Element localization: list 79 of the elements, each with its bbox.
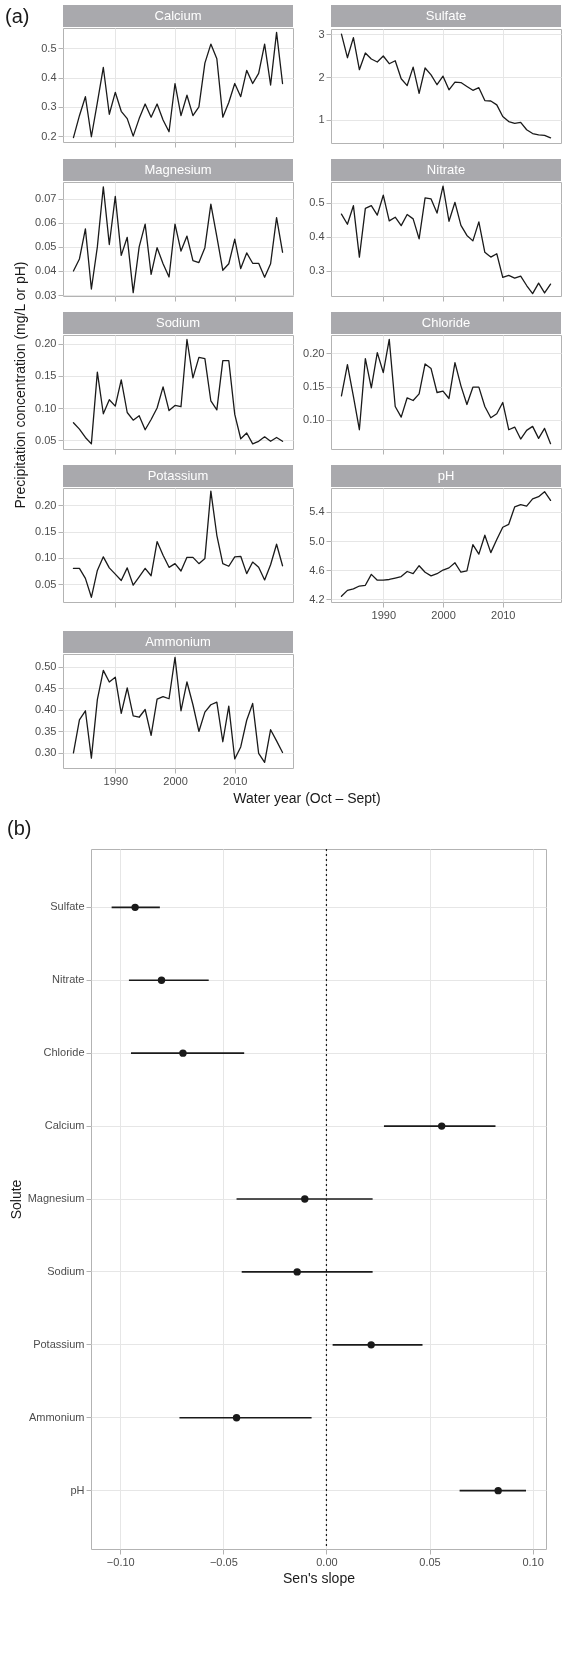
- line-series: [72, 338, 284, 445]
- line-series: [340, 490, 552, 597]
- y-tick-label: 0.15: [35, 369, 57, 382]
- line-series: [72, 31, 284, 139]
- chart-title: Chloride: [421, 315, 471, 330]
- y-tick-label: 0.50: [35, 660, 57, 673]
- chart-title: Ammonium: [145, 634, 211, 649]
- y-tick-label: 0.06: [35, 216, 57, 229]
- y-tick-label: 0.07: [35, 192, 57, 205]
- y-tick-label: Chloride: [43, 1046, 85, 1059]
- y-tick-label: 0.15: [303, 380, 325, 393]
- y-tick-label: 0.05: [35, 240, 57, 253]
- y-tick-label: 3: [318, 27, 325, 40]
- x-tick-label: 0.10: [522, 1555, 544, 1568]
- chart-title: Nitrate: [426, 162, 466, 177]
- line-series: [72, 490, 284, 598]
- x-tick-label: −0.10: [106, 1555, 135, 1568]
- x-tick-label: 0.00: [316, 1555, 338, 1568]
- y-axis-title: Solute: [7, 1179, 24, 1220]
- line-series: [340, 338, 552, 445]
- y-tick-label: 0.45: [35, 681, 57, 694]
- text: Precipitation concentration (mg/L or pH): [12, 261, 28, 509]
- text: (b): [7, 817, 32, 839]
- x-tick-label: 2010: [491, 608, 516, 621]
- x-axis-title: Sen's slope: [283, 1569, 356, 1586]
- y-tick-label: 0.10: [303, 413, 325, 426]
- chart-title: Magnesium: [144, 162, 212, 177]
- chart-title: Sulfate: [425, 8, 467, 23]
- text: Water year (Oct – Sept): [233, 790, 381, 806]
- y-tick-label: 0.3: [41, 100, 57, 113]
- y-tick-label: Magnesium: [27, 1192, 85, 1204]
- y-tick-label: 0.4: [41, 71, 57, 84]
- y-tick-label: 0.5: [309, 196, 325, 209]
- y-tick-label: 5.0: [309, 534, 325, 547]
- y-tick-label: 0.30: [35, 746, 57, 759]
- y-tick-label: 1: [318, 113, 325, 126]
- y-tick-label: 0.03: [35, 288, 57, 301]
- y-tick-label: Sodium: [47, 1264, 85, 1277]
- y-tick-label: 0.2: [41, 129, 57, 142]
- y-tick-label: 0.04: [35, 264, 57, 277]
- y-tick-label: 0.05: [35, 577, 57, 590]
- y-tick-label: 0.3: [309, 264, 325, 277]
- y-tick-label: 4.2: [309, 592, 325, 605]
- y-tick-label: Sulfate: [50, 900, 85, 913]
- x-tick-label: 1990: [103, 774, 129, 787]
- text: (a): [5, 5, 30, 27]
- y-tick-label: 5.4: [309, 505, 325, 518]
- y-tick-label: 0.10: [35, 401, 57, 414]
- y-tick-label: Nitrate: [52, 973, 85, 986]
- y-tick-label: 0.10: [35, 551, 57, 564]
- y-tick-label: Calcium: [44, 1119, 85, 1132]
- chart-title: Calcium: [154, 8, 202, 23]
- y-tick-label: 0.20: [35, 498, 57, 511]
- y-tick-label: 0.40: [35, 703, 57, 716]
- y-tick-label: 0.20: [35, 337, 57, 350]
- x-tick-label: 0.05: [419, 1555, 441, 1568]
- y-tick-label: 0.15: [35, 525, 57, 538]
- y-tick-label: 0.35: [35, 724, 57, 737]
- y-tick-label: 0.5: [41, 41, 57, 54]
- x-tick-label: −0.05: [209, 1555, 238, 1568]
- x-tick-label: 2010: [223, 774, 248, 787]
- line-series: [72, 186, 284, 294]
- y-tick-label: Potassium: [33, 1337, 85, 1350]
- x-tick-label: 2000: [163, 774, 188, 787]
- chart-title: Sodium: [155, 315, 201, 330]
- y-tick-label: 2: [318, 70, 325, 83]
- x-tick-label: 1990: [371, 608, 397, 621]
- y-tick-label: Ammonium: [28, 1410, 85, 1423]
- y-tick-label: 4.6: [309, 563, 325, 576]
- y-tick-label: 0.20: [303, 346, 325, 359]
- line-series: [340, 185, 552, 295]
- chart-title: pH: [437, 468, 455, 483]
- y-tick-label: 0.05: [35, 433, 57, 446]
- line-series: [72, 656, 284, 764]
- line-series: [340, 33, 552, 139]
- y-tick-label: pH: [70, 1483, 85, 1496]
- chart-title: Potassium: [147, 468, 209, 483]
- x-tick-label: 2000: [431, 608, 456, 621]
- y-tick-label: 0.4: [309, 230, 325, 243]
